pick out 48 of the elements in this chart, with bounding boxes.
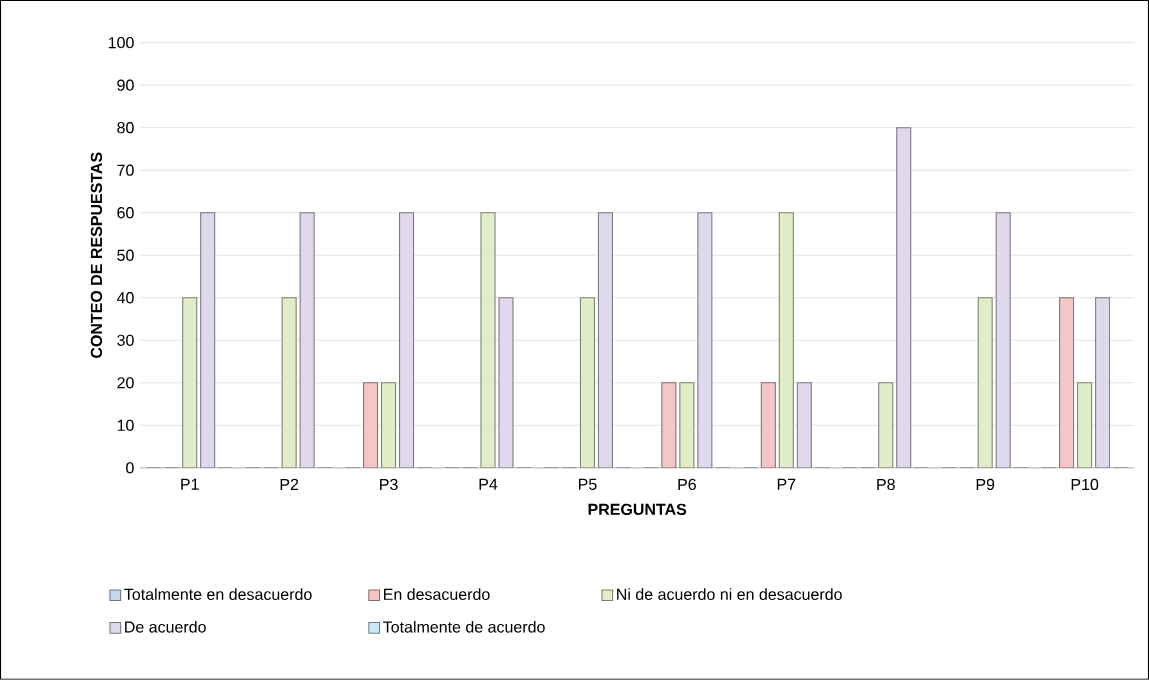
- y-tick-label: 60: [117, 207, 134, 219]
- y-tick-label: 20: [117, 377, 134, 389]
- y-tick-label: 10: [117, 419, 134, 432]
- bar: [597, 212, 613, 468]
- y-tick-label: 30: [117, 334, 134, 347]
- x-tick-label: P3: [380, 478, 398, 491]
- bar: [977, 297, 993, 468]
- bar: [1059, 297, 1075, 468]
- bar: [182, 297, 198, 468]
- x-tick-label: P6: [678, 478, 696, 491]
- bar: [381, 382, 397, 468]
- bar: [299, 212, 315, 468]
- bar: [697, 212, 713, 468]
- bar: [760, 382, 776, 468]
- bar: [363, 382, 379, 468]
- x-axis-title: PREGUNTAS: [588, 503, 687, 516]
- y-tick-label: 50: [117, 249, 134, 262]
- x-tick-label: P8: [877, 478, 895, 491]
- x-tick-label: P1: [181, 478, 199, 490]
- y-tick-label: 0: [126, 462, 134, 474]
- bar: [778, 212, 794, 468]
- legend-label: En desacuerdo: [384, 588, 490, 601]
- legend-label: Totalmente en desacuerdo: [124, 588, 312, 601]
- y-tick-label: 70: [117, 164, 134, 176]
- y-tick-label: 100: [108, 37, 134, 49]
- x-tick-label: P5: [578, 478, 597, 491]
- y-axis-title: CONTEO DE RESPUESTAS: [90, 152, 103, 359]
- x-tick-label: P4: [479, 478, 498, 490]
- y-tick-label: 40: [116, 292, 134, 304]
- y-tick-label: 90: [117, 79, 134, 91]
- legend-label: De acuerdo: [125, 621, 206, 633]
- x-tick-label: P9: [976, 478, 995, 491]
- legend-label: Totalmente de acuerdo: [383, 621, 545, 633]
- bar: [896, 127, 912, 468]
- bar: [995, 212, 1011, 468]
- bar: [399, 212, 415, 468]
- bar: [1095, 297, 1111, 468]
- x-tick-label: P10: [1071, 478, 1099, 491]
- legend-label: Ni de acuerdo ni en desacuerdo: [617, 588, 842, 601]
- y-tick-label: 80: [117, 122, 134, 134]
- bar: [200, 212, 216, 468]
- bar: [579, 297, 595, 468]
- bar: [878, 382, 894, 468]
- bar: [1077, 382, 1093, 468]
- bar: [498, 297, 514, 468]
- x-tick-label: P2: [280, 478, 299, 491]
- bar: [796, 382, 812, 468]
- x-tick-label: P7: [777, 478, 796, 490]
